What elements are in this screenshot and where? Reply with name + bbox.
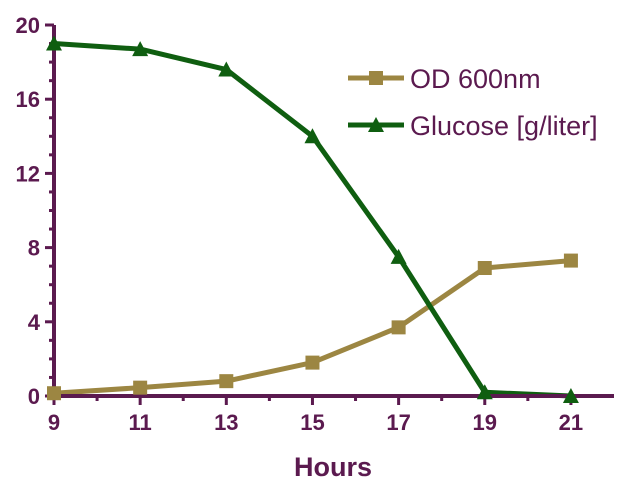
y-tick-label: 8: [28, 236, 40, 261]
square-marker: [305, 355, 320, 370]
triangle-marker: [132, 41, 149, 57]
series-line-od600: [53, 258, 572, 396]
y-tick-label: 16: [16, 87, 40, 112]
square-marker: [219, 374, 234, 389]
triangle-marker: [390, 248, 407, 264]
square-marker: [477, 261, 492, 276]
triangle-marker: [46, 35, 62, 51]
square-marker: [563, 253, 578, 268]
triangle-marker: [218, 61, 235, 77]
axes: [45, 23, 614, 405]
triangle-marker: [476, 384, 493, 400]
legend-label: OD 600nm: [410, 64, 541, 94]
series-line-glucose: [53, 41, 572, 399]
x-tick-label: 21: [559, 410, 583, 435]
y-tick-label: 0: [28, 384, 40, 409]
triangle-marker: [562, 388, 579, 403]
x-tick-label: 19: [473, 410, 497, 435]
square-marker: [391, 320, 406, 335]
series-markers: [46, 35, 579, 403]
tick-labels: 0 4 8 12 16 20 9 11 13 15 17 19 21: [16, 13, 584, 435]
triangle-marker: [304, 128, 321, 144]
y-tick-label: 12: [16, 161, 40, 186]
legend: OD 600nm Glucose [g/liter]: [348, 64, 598, 141]
y-tick-label: 20: [16, 13, 40, 38]
x-axis-title: Hours: [294, 452, 372, 480]
square-marker: [133, 380, 148, 395]
x-tick-label: 13: [214, 410, 238, 435]
square-marker: [47, 386, 61, 401]
x-tick-label: 17: [386, 410, 410, 435]
legend-triangle-marker: [368, 117, 384, 132]
x-tick-label: 11: [129, 410, 152, 435]
y-tick-label: 4: [28, 310, 41, 335]
series-lines: [53, 41, 572, 399]
x-tick-label: 9: [48, 410, 60, 435]
legend-label: Glucose [g/liter]: [410, 111, 598, 141]
x-tick-label: 15: [300, 410, 324, 435]
legend-square-marker: [369, 71, 383, 85]
